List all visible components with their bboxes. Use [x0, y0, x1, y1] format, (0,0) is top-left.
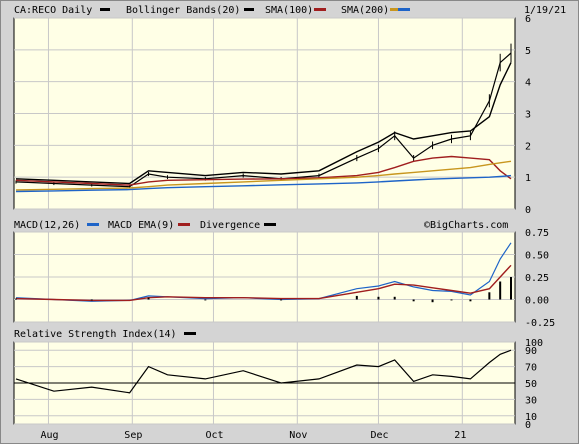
legend-bollinger-swatch [244, 8, 254, 11]
rsi-y-tick-label: 90 [525, 346, 537, 357]
price-series-line-sma-200- [15, 160, 512, 191]
chart-date: 1/19/21 [524, 5, 566, 16]
x-tick-label: Dec [370, 430, 388, 441]
legend-sma200-swatch [390, 8, 402, 11]
rsi-y-tick-label: 10 [525, 412, 537, 423]
macd-legend-label: MACD(12,26) [14, 220, 80, 231]
rsi-y-tick-label: 50 [525, 379, 537, 390]
price-series [15, 43, 512, 193]
legend-sma-blue-swatch [398, 8, 410, 11]
rsi-y-tick-label: 70 [525, 363, 537, 374]
legend-sma100: SMA(100) [265, 5, 313, 16]
x-tick-label: Aug [40, 430, 58, 441]
rsi-series [15, 349, 512, 394]
divergence-legend-label: Divergence [200, 220, 260, 231]
macd-y-tick-label: 0.25 [525, 273, 549, 284]
price-y-tick-label: 3 [525, 110, 531, 121]
macd-ema-legend-swatch [178, 223, 190, 226]
price-y-tick-label: 1 [525, 173, 531, 184]
price-y-axis: 0 1 2 3 4 5 6 [525, 14, 531, 216]
rsi-y-tick-label: 100 [525, 338, 543, 349]
price-y-tick-label: 2 [525, 141, 531, 152]
legend-bollinger: Bollinger Bands(20) [126, 5, 240, 16]
x-tick-label: Oct [205, 430, 223, 441]
x-tick-label: 21 [454, 430, 466, 441]
price-series-line-bollinger-bands-20- [15, 62, 512, 185]
watermark: ©BigCharts.com [424, 220, 508, 231]
divergence-legend-swatch [264, 223, 276, 226]
macd-y-tick-label: 0.50 [525, 251, 549, 262]
price-y-tick-label: 0 [525, 205, 531, 216]
symbol-title: CA:RECO Daily [14, 5, 92, 16]
macd-legend-swatch [87, 223, 99, 226]
rsi-y-tick-label: 0 [525, 420, 531, 431]
macd-y-tick-label: -0.25 [525, 318, 555, 329]
legend-sma100-swatch [314, 8, 326, 11]
macd-y-tick-label: 0.75 [525, 228, 549, 239]
x-axis: Aug Sep Oct Nov Dec 21 [40, 430, 466, 441]
bollinger-swatch [100, 8, 110, 11]
x-tick-label: Sep [124, 430, 142, 441]
macd-y-axis: -0.25 0.00 0.25 0.50 0.75 [525, 228, 555, 329]
price-y-tick-label: 5 [525, 46, 531, 57]
macd-ema-legend-label: MACD EMA(9) [108, 220, 174, 231]
macd-series-line-macd-ema-9- [15, 264, 512, 302]
rsi-legend-swatch [184, 332, 196, 335]
x-tick-label: Nov [289, 430, 307, 441]
macd-grid [14, 231, 515, 323]
macd-y-tick-label: 0.00 [525, 296, 549, 307]
rsi-series-line-relative-strength-index-14- [15, 349, 512, 394]
price-y-tick-label: 4 [525, 78, 531, 89]
price-series-line-sma-100- [15, 155, 512, 186]
price-y-tick-label: 6 [525, 14, 531, 25]
price-series-line-sma-blue [15, 174, 512, 193]
macd-series [15, 242, 512, 303]
rsi-legend-label: Relative Strength Index(14) [14, 329, 177, 340]
rsi-y-tick-label: 30 [525, 395, 537, 406]
legend-sma200: SMA(200) [341, 5, 389, 16]
rsi-grid [14, 341, 515, 425]
